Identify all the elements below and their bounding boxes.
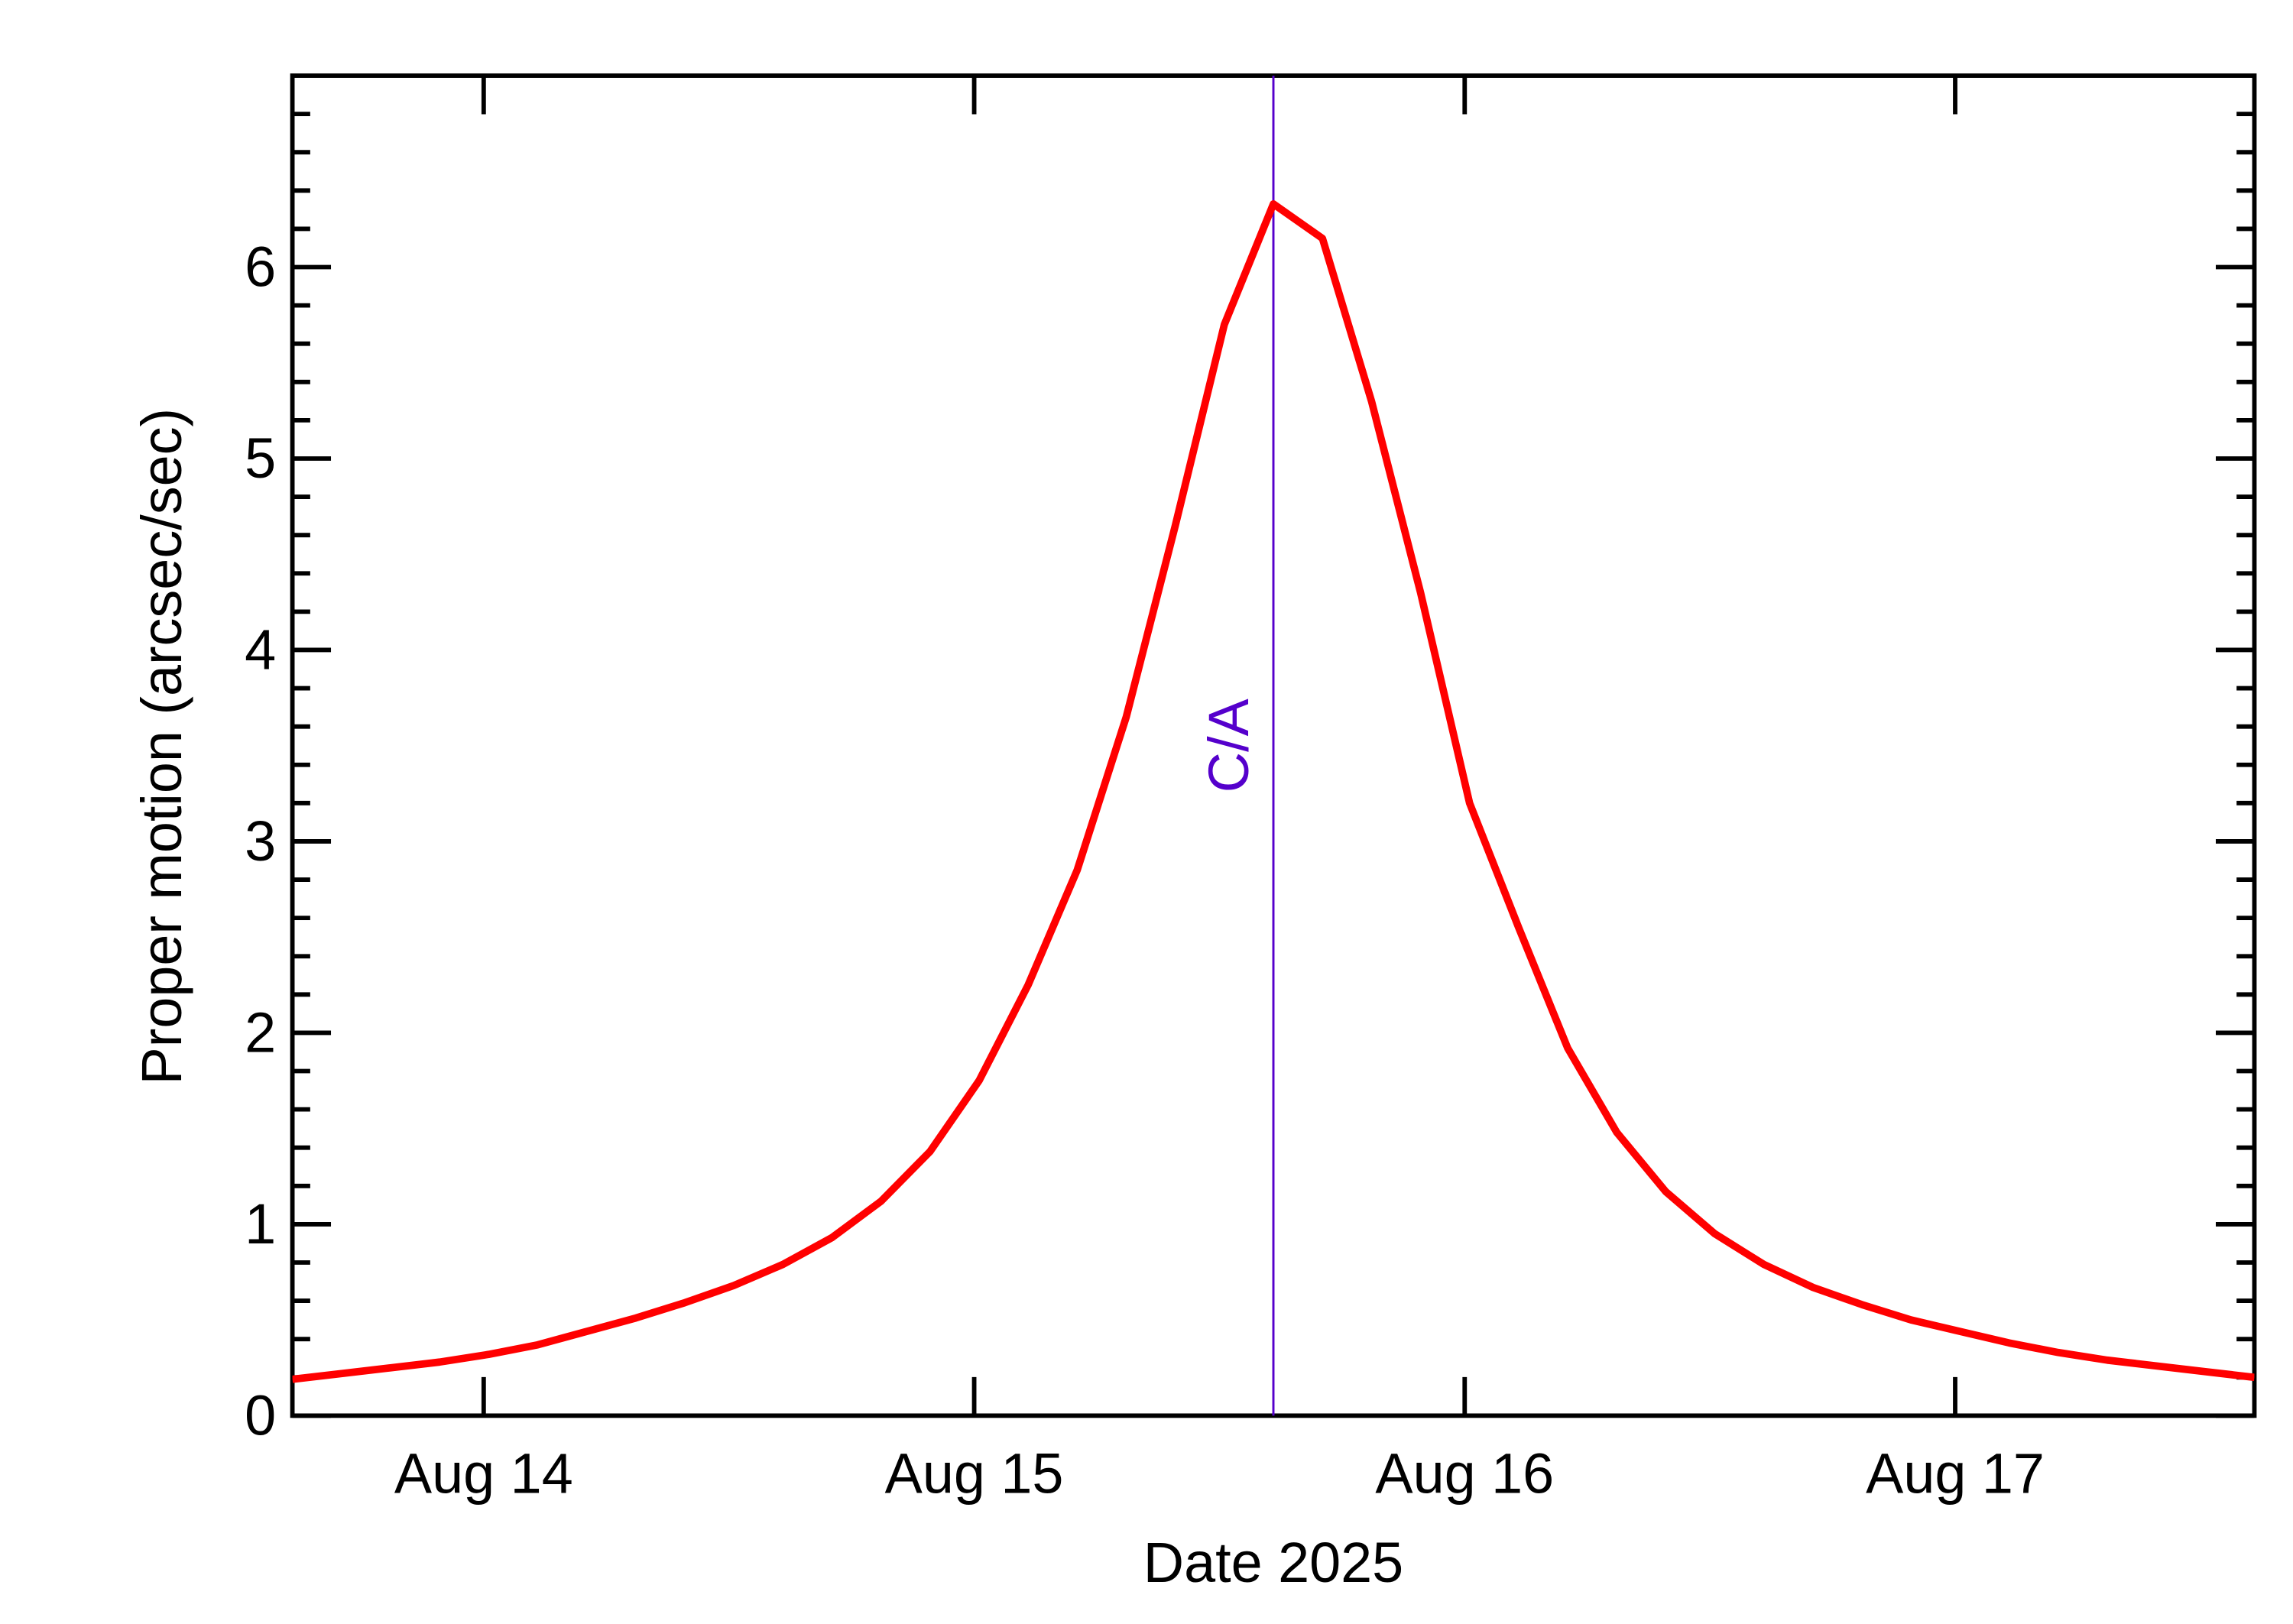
y-tick-label: 0 xyxy=(245,1384,276,1447)
y-tick-label: 6 xyxy=(245,235,276,299)
y-tick-label: 1 xyxy=(245,1192,276,1256)
y-tick-label: 4 xyxy=(245,618,276,682)
y-tick-label: 5 xyxy=(245,426,276,490)
data-line xyxy=(292,199,2255,1383)
x-tick-label: Aug 17 xyxy=(1866,1441,2045,1505)
x-tick-label: Aug 15 xyxy=(885,1441,1064,1505)
y-tick-label: 2 xyxy=(245,1001,276,1065)
y-tick-label: 3 xyxy=(245,809,276,873)
x-axis-label: Date 2025 xyxy=(1143,1531,1403,1594)
y-axis-label: Proper motion (arcsec/sec) xyxy=(130,408,193,1084)
annotation-label: C/A xyxy=(1197,698,1260,793)
x-tick-label: Aug 16 xyxy=(1375,1441,1554,1505)
x-tick-label: Aug 14 xyxy=(394,1441,573,1505)
